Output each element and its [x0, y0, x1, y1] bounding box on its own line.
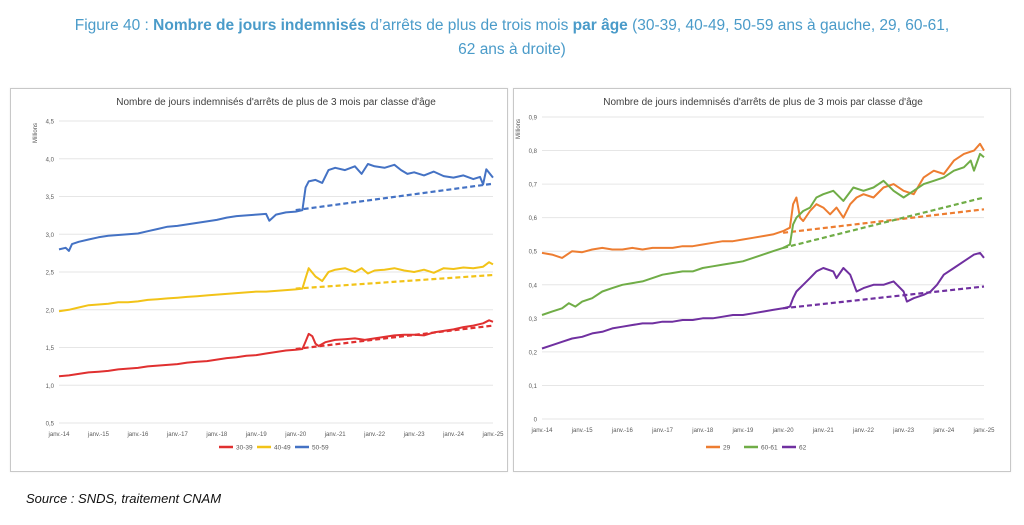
x-tick-label: janv.-21 [812, 428, 835, 434]
y-tick-label: 3,5 [46, 195, 55, 201]
trendline-50-59 [295, 182, 494, 212]
x-tick-label: janv.-20 [772, 428, 795, 434]
y-tick-label: 3,0 [46, 233, 55, 239]
x-tick-label: janv.-24 [442, 432, 465, 438]
y-tick-label: 0,5 [529, 250, 538, 256]
y-tick-label: 0 [534, 418, 538, 424]
x-tick-label: janv.-19 [731, 428, 754, 434]
figure-title: Figure 40 : Nombre de jours indemnisés d… [0, 14, 1024, 62]
series-line-60-61 [541, 152, 985, 316]
y-tick-label: 4,5 [46, 120, 55, 126]
x-tick-label: janv.-15 [571, 428, 594, 434]
y-tick-label: 0,6 [529, 216, 538, 222]
y-axis-label: Millions [33, 123, 39, 143]
x-tick-label: janv.-14 [48, 432, 71, 438]
trendline-29 [782, 208, 985, 234]
y-tick-label: 0,3 [529, 317, 538, 323]
chart-panel-left: Nombre de jours indemnisés d'arrêts de p… [10, 88, 508, 472]
x-tick-label: janv.-18 [691, 428, 714, 434]
x-tick-label: janv.-16 [611, 428, 634, 434]
legend-label: 30-39 [236, 445, 253, 452]
x-tick-label: janv.-23 [403, 432, 426, 438]
y-tick-label: 0,5 [46, 422, 55, 428]
y-tick-label: 1,5 [46, 346, 55, 352]
x-tick-label: janv.-20 [284, 432, 307, 438]
legend-label: 40-49 [274, 445, 291, 452]
chart-right: Nombre de jours indemnisés d'arrêts de p… [516, 97, 996, 452]
x-tick-label: janv.-17 [166, 432, 189, 438]
trendline-40-49 [295, 273, 494, 290]
x-tick-label: janv.-23 [892, 428, 915, 434]
legend-label: 60-61 [761, 445, 778, 452]
chart-panel-right: Nombre de jours indemnisés d'arrêts de p… [513, 88, 1011, 472]
x-tick-label: janv.-15 [87, 432, 110, 438]
trendline-62 [782, 285, 985, 310]
y-axis-label: Millions [516, 119, 522, 139]
x-tick-label: janv.-14 [531, 428, 554, 434]
legend-label: 62 [799, 445, 807, 452]
y-tick-label: 2,5 [46, 271, 55, 277]
x-tick-label: janv.-16 [126, 432, 149, 438]
figure-title-line1: Figure 40 : Nombre de jours indemnisés d… [0, 14, 1024, 38]
chart-title: Nombre de jours indemnisés d'arrêts de p… [603, 97, 923, 108]
x-tick-label: janv.-17 [651, 428, 674, 434]
y-tick-label: 0,4 [529, 283, 538, 289]
chart-left: Nombre de jours indemnisés d'arrêts de p… [33, 97, 505, 452]
x-tick-label: janv.-22 [363, 432, 386, 438]
y-tick-label: 1,0 [46, 384, 55, 390]
series-line-50-59 [58, 163, 494, 252]
y-tick-label: 0,8 [529, 149, 538, 155]
figure-title-mid1: d’arrêts de plus de trois mois [365, 17, 573, 34]
figure-title-line2: 62 ans à droite) [458, 41, 566, 58]
y-tick-label: 0,2 [529, 350, 538, 356]
figure-title-lead: Figure 40 : [74, 17, 154, 34]
series-line-30-39 [58, 319, 494, 378]
x-tick-label: janv.-18 [205, 432, 228, 438]
series-line-29 [541, 142, 985, 259]
x-tick-label: janv.-19 [245, 432, 268, 438]
chart-title: Nombre de jours indemnisés d'arrêts de p… [116, 97, 436, 108]
y-tick-label: 0,1 [529, 384, 538, 390]
y-tick-label: 4,0 [46, 157, 55, 163]
y-tick-label: 0,7 [529, 183, 538, 189]
legend-label: 50-59 [312, 445, 329, 452]
trendline-30-39 [295, 324, 494, 351]
source-note: Source : SNDS, traitement CNAM [26, 491, 222, 506]
x-tick-label: janv.-21 [324, 432, 347, 438]
series-line-62 [541, 251, 985, 350]
figure-title-bold2: par âge [572, 17, 628, 34]
trendline-60-61 [782, 196, 985, 249]
y-tick-label: 0,9 [529, 116, 538, 122]
figure-title-rest: (30-39, 40-49, 50-59 ans à gauche, 29, 6… [627, 17, 950, 34]
x-tick-label: janv.-22 [852, 428, 875, 434]
y-tick-label: 2,0 [46, 308, 55, 314]
legend-label: 29 [723, 445, 731, 452]
x-tick-label: janv.-24 [932, 428, 955, 434]
series-line-40-49 [58, 261, 494, 313]
figure-title-bold1: Nombre de jours indemnisés [153, 17, 366, 34]
x-tick-label: janv.-25 [973, 428, 996, 434]
x-tick-label: janv.-25 [482, 432, 505, 438]
